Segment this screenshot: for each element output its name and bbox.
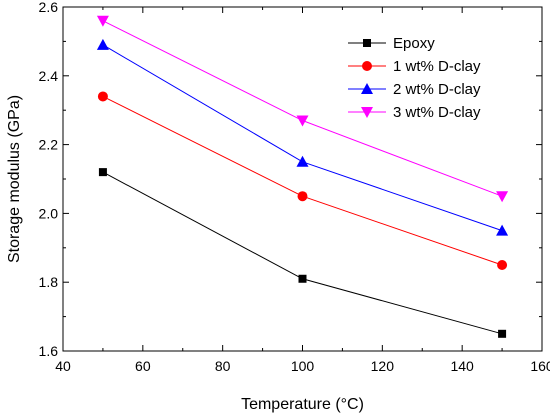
data-point bbox=[96, 15, 109, 27]
legend-item: 2 wt% D-clay bbox=[348, 81, 481, 98]
x-tick-label: 80 bbox=[215, 358, 231, 374]
x-axis-title: Temperature (°C) bbox=[241, 396, 364, 413]
y-tick-label: 2.2 bbox=[39, 137, 59, 153]
series-2-wt-d-clay bbox=[96, 38, 509, 236]
legend-marker bbox=[361, 83, 373, 94]
ticks-layer: 40 60 80 100 120 140 160 1.6 1.8 2.0 2.2 2.4 2.6 bbox=[39, 0, 550, 374]
x-tick-label: 100 bbox=[291, 358, 315, 374]
y-tick-label: 2.0 bbox=[39, 205, 59, 221]
series-epoxy bbox=[98, 168, 507, 338]
y-tick-label: 1.6 bbox=[39, 343, 59, 359]
data-point bbox=[296, 155, 309, 167]
data-point bbox=[498, 329, 507, 338]
data-point bbox=[298, 274, 307, 283]
y-tick-label: 1.8 bbox=[39, 274, 59, 290]
legend-marker bbox=[362, 61, 372, 71]
data-point bbox=[296, 115, 309, 127]
x-tick-label: 60 bbox=[135, 358, 151, 374]
x-tick-label: 120 bbox=[371, 358, 395, 374]
y-axis-title: Storage modulus (GPa) bbox=[6, 95, 23, 263]
legend-marker bbox=[361, 107, 373, 118]
data-point bbox=[496, 224, 509, 236]
data-point bbox=[97, 91, 108, 102]
data-point bbox=[496, 191, 509, 203]
y-tick-label: 2.6 bbox=[39, 0, 59, 15]
legend: Epoxy 1 wt% D-clay 2 wt% D-clay 3 wt% D-cla… bbox=[348, 35, 481, 121]
x-tick-label: 140 bbox=[450, 358, 474, 374]
legend-marker bbox=[363, 39, 371, 47]
y-tick-label: 2.4 bbox=[39, 68, 59, 84]
legend-item: 1 wt% D-clay bbox=[348, 58, 481, 75]
legend-item: Epoxy bbox=[348, 35, 435, 52]
legend-label: 1 wt% D-clay bbox=[393, 58, 481, 75]
data-point bbox=[98, 168, 107, 177]
series-layer bbox=[96, 15, 509, 338]
data-point bbox=[497, 260, 508, 270]
legend-label: 3 wt% D-clay bbox=[393, 104, 481, 121]
x-tick-label: 40 bbox=[55, 358, 71, 374]
legend-item: 3 wt% D-clay bbox=[348, 104, 481, 121]
legend-label: 2 wt% D-clay bbox=[393, 81, 481, 98]
x-tick-label: 160 bbox=[530, 358, 550, 374]
plot-frame bbox=[62, 6, 543, 352]
data-point bbox=[297, 191, 308, 202]
series-1-wt-d-clay bbox=[97, 91, 508, 270]
legend-label: Epoxy bbox=[393, 35, 435, 52]
series-3-wt-d-clay bbox=[96, 15, 509, 203]
data-point bbox=[96, 38, 109, 50]
